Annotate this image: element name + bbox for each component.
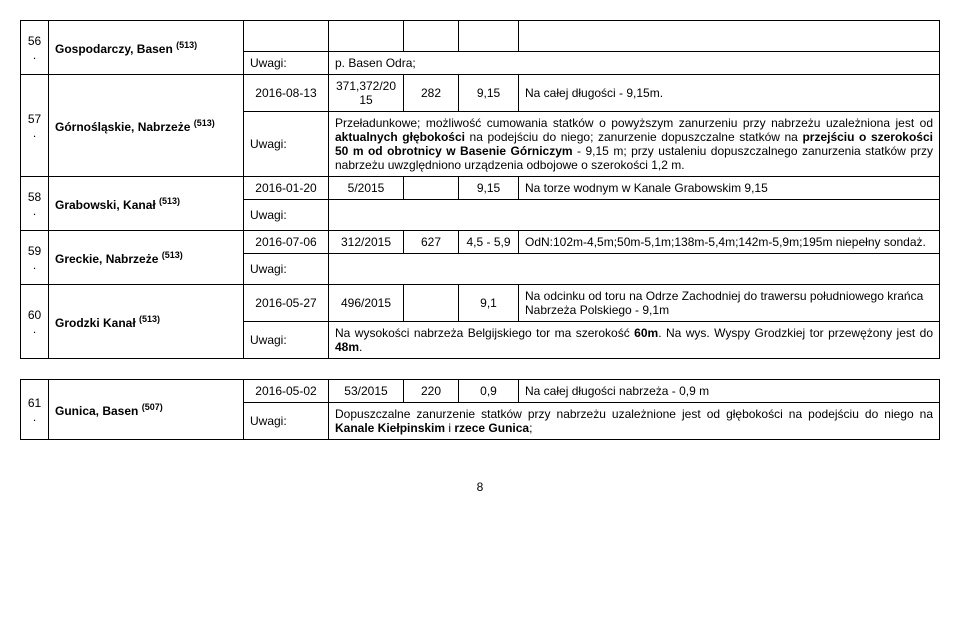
uwagi-label: Uwagi: [244,112,329,177]
row-name: Greckie, Nabrzeże (513) [49,231,244,285]
uwagi-label: Uwagi: [244,403,329,440]
row-num: 56. [21,21,49,75]
uwagi-label: Uwagi: [244,322,329,359]
cell-date: 2016-01-20 [244,177,329,200]
cell-v2: 0,9 [459,380,519,403]
row-name: Gospodarczy, Basen (513) [49,21,244,75]
row-num: 61. [21,380,49,440]
cell-note: Na całej długości - 9,15m. [519,75,940,112]
data-table: 56. Gospodarczy, Basen (513) Uwagi: p. B… [20,20,940,359]
table-row: 60. Grodzki Kanał (513) 2016-05-27 496/2… [21,285,940,322]
cell-note: Na odcinku od toru na Odrze Zachodniej d… [519,285,940,322]
uwagi-note: Dopuszczalne zanurzenie statków przy nab… [329,403,940,440]
cell-v2: 9,15 [459,75,519,112]
cell-v1 [404,285,459,322]
row-num: 59. [21,231,49,285]
row-num: 60. [21,285,49,359]
cell-doc: 371,372/2015 [329,75,404,112]
cell-note: OdN:102m-4,5m;50m-5,1m;138m-5,4m;142m-5,… [519,231,940,254]
cell-date: 2016-08-13 [244,75,329,112]
uwagi-label: Uwagi: [244,52,329,75]
table-row: 59. Greckie, Nabrzeże (513) 2016-07-06 3… [21,231,940,254]
cell-v1: 220 [404,380,459,403]
cell-v1: 282 [404,75,459,112]
cell-date: 2016-05-02 [244,380,329,403]
table-row: 56. Gospodarczy, Basen (513) [21,21,940,52]
uwagi-label: Uwagi: [244,254,329,285]
uwagi-note [329,200,940,231]
table-row: 57. Górnośląskie, Nabrzeże (513) 2016-08… [21,75,940,112]
data-table-2: 61. Gunica, Basen (507) 2016-05-02 53/20… [20,379,940,440]
page-number: 8 [20,480,940,494]
cell-doc: 53/2015 [329,380,404,403]
row-num: 57. [21,75,49,177]
uwagi-note: Na wysokości nabrzeża Belgijskiego tor m… [329,322,940,359]
cell-v1: 627 [404,231,459,254]
uwagi-note: Przeładunkowe; możliwość cumowania statk… [329,112,940,177]
row-name: Grabowski, Kanał (513) [49,177,244,231]
uwagi-note: p. Basen Odra; [329,52,940,75]
uwagi-note [329,254,940,285]
cell-doc: 496/2015 [329,285,404,322]
cell-v1 [404,177,459,200]
cell-note: Na całej długości nabrzeża - 0,9 m [519,380,940,403]
cell-v2: 4,5 - 5,9 [459,231,519,254]
row-name: Górnośląskie, Nabrzeże (513) [49,75,244,177]
cell-v2: 9,1 [459,285,519,322]
row-name: Gunica, Basen (507) [49,380,244,440]
table-row: 58. Grabowski, Kanał (513) 2016-01-20 5/… [21,177,940,200]
cell-note: Na torze wodnym w Kanale Grabowskim 9,15 [519,177,940,200]
cell-doc: 5/2015 [329,177,404,200]
table-row: 61. Gunica, Basen (507) 2016-05-02 53/20… [21,380,940,403]
cell-v2: 9,15 [459,177,519,200]
cell-date: 2016-07-06 [244,231,329,254]
cell-date: 2016-05-27 [244,285,329,322]
cell-doc: 312/2015 [329,231,404,254]
row-num: 58. [21,177,49,231]
row-name: Grodzki Kanał (513) [49,285,244,359]
uwagi-label: Uwagi: [244,200,329,231]
